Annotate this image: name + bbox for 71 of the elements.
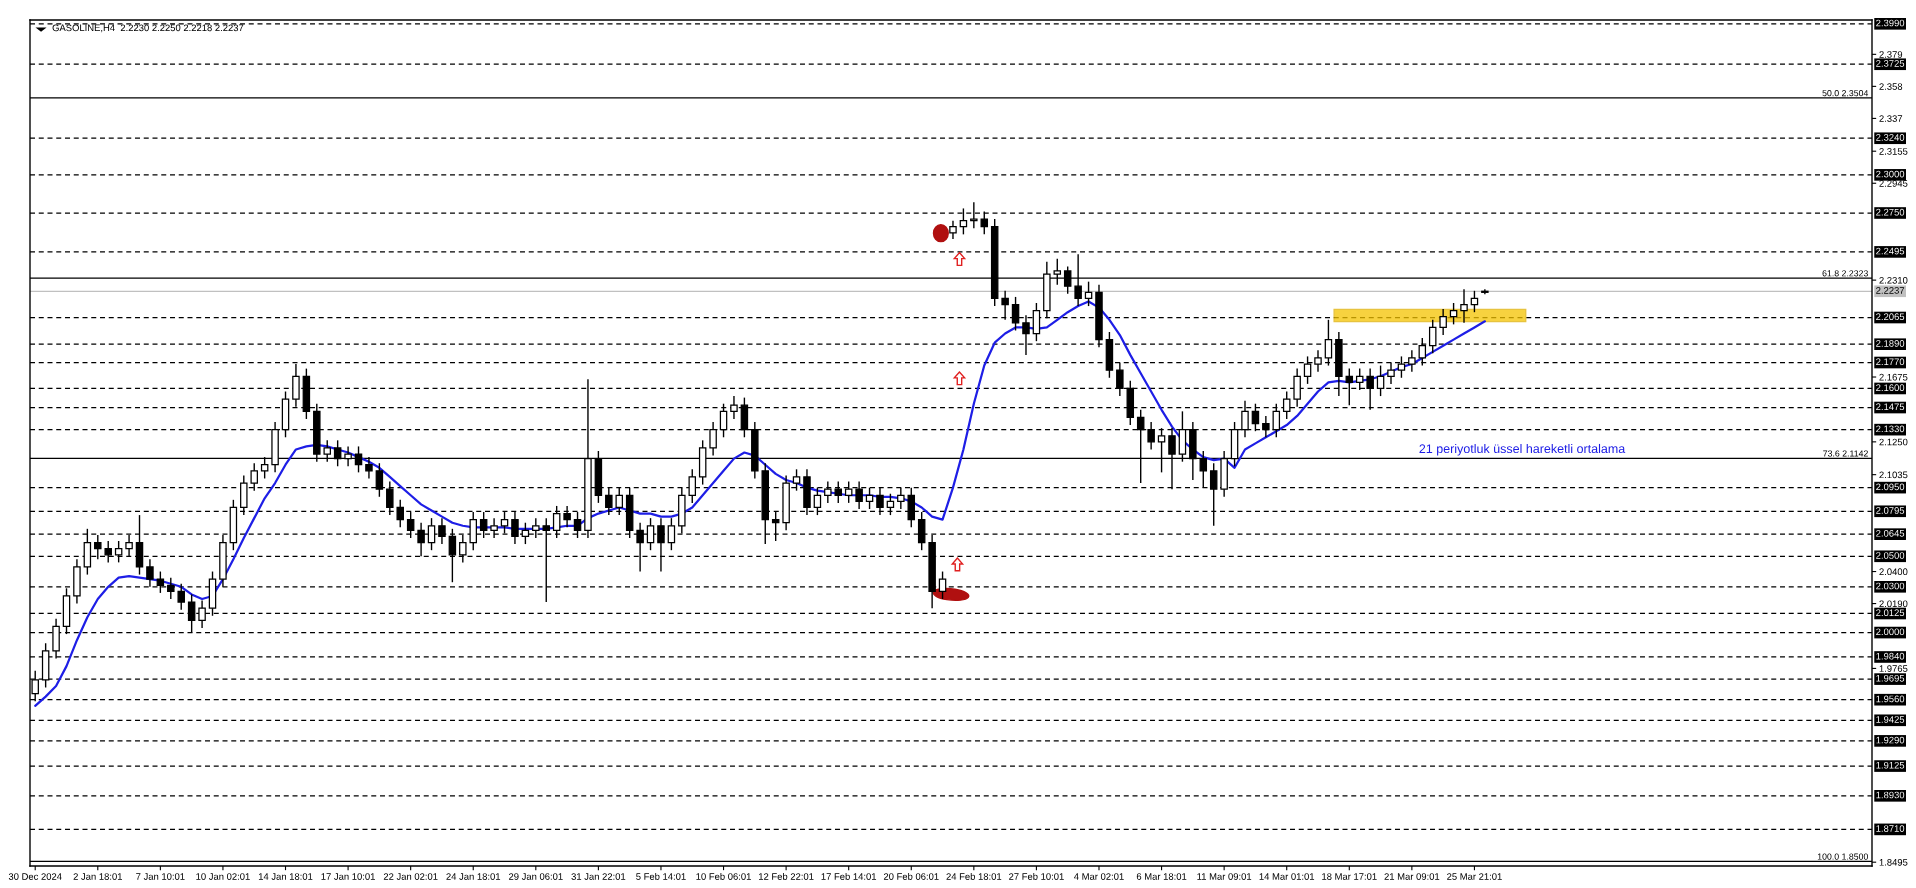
ref-line-label: 1.9290 xyxy=(1876,736,1905,744)
y-tick-label: 1.8495 xyxy=(1879,859,1908,866)
y-tick-label: 2.2310 xyxy=(1879,276,1908,284)
ref-line-label: 2.0000 xyxy=(1876,628,1905,636)
ref-line-label: 2.1600 xyxy=(1876,384,1905,391)
ref-line-label: 1.9560 xyxy=(1876,695,1905,703)
x-tick-label: 22 Jan 02:01 xyxy=(383,873,438,880)
ref-line-label: 2.3725 xyxy=(1876,60,1905,67)
x-tick-label: 24 Jan 18:01 xyxy=(446,873,501,880)
x-tick-label: 31 Jan 22:01 xyxy=(571,873,626,880)
ref-line-label: 2.2237 xyxy=(1876,287,1905,294)
y-tick-label: 2.0400 xyxy=(1879,568,1908,576)
ref-line-label: 61.8 2.2323 xyxy=(1822,270,1868,277)
x-tick-label: 5 Feb 14:01 xyxy=(636,872,686,880)
y-tick-label: 2.3155 xyxy=(1879,148,1908,155)
chart-title: GASOLINE,H4 2.2230 2.2250 2.2218 2.2237 xyxy=(52,24,244,33)
ref-line-label: 2.1890 xyxy=(1876,340,1905,347)
ref-line-label: 2.2750 xyxy=(1876,208,1905,216)
x-tick-label: 7 Jan 10:01 xyxy=(136,873,185,880)
ref-line-label: 100.0 1.8500 xyxy=(1817,853,1868,860)
ref-line-label: 2.1330 xyxy=(1876,425,1905,433)
y-tick-label: 2.358 xyxy=(1879,83,1903,90)
x-tick-label: 17 Feb 14:01 xyxy=(821,872,877,880)
y-tick-label: 2.0190 xyxy=(1879,600,1908,608)
ref-line-label: 2.3240 xyxy=(1876,134,1905,141)
y-tick-label: 1.9765 xyxy=(1879,665,1908,672)
ref-line-label: 73.6 2.1142 xyxy=(1823,450,1868,457)
x-tick-label: 14 Jan 18:01 xyxy=(258,873,313,880)
x-tick-label: 24 Feb 18:01 xyxy=(946,872,1002,880)
x-tick-label: 17 Jan 10:01 xyxy=(321,873,375,880)
x-tick-label: 25 Mar 21:01 xyxy=(1447,873,1502,880)
x-tick-label: 21 Mar 09:01 xyxy=(1384,873,1440,880)
ref-line-label: 2.0950 xyxy=(1876,483,1905,491)
x-tick-label: 4 Mar 02:01 xyxy=(1074,873,1124,880)
ref-line-label: 2.0795 xyxy=(1876,507,1905,514)
x-tick-label: 6 Mar 18:01 xyxy=(1136,873,1187,880)
x-tick-label: 18 Mar 17:01 xyxy=(1322,873,1377,880)
ref-line-label: 1.9695 xyxy=(1876,674,1905,682)
ref-line-label: 1.9840 xyxy=(1876,652,1905,660)
ref-line-label: 2.2495 xyxy=(1876,247,1905,255)
y-tick-label: 2.2945 xyxy=(1879,180,1908,187)
y-tick-label: 2.1250 xyxy=(1879,438,1908,446)
ref-line-label: 2.1770 xyxy=(1876,358,1905,366)
x-tick-label: 11 Mar 09:01 xyxy=(1197,873,1252,880)
y-tick-label: 2.337 xyxy=(1879,115,1903,122)
ref-line-label: 1.8710 xyxy=(1876,825,1905,832)
x-tick-label: 27 Feb 10:01 xyxy=(1009,872,1064,880)
ref-line-label: 50.0 2.3504 xyxy=(1822,90,1869,97)
x-tick-label: 14 Mar 01:01 xyxy=(1259,873,1315,880)
ref-line-label: 2.0500 xyxy=(1876,552,1905,559)
ref-line-label: 1.9425 xyxy=(1876,716,1905,723)
ref-line-label: 2.0645 xyxy=(1876,530,1905,537)
x-tick-label: 2 Jan 18:01 xyxy=(73,873,123,880)
ref-line-label: 2.0300 xyxy=(1876,582,1905,590)
x-tick-label: 29 Jan 06:01 xyxy=(508,873,563,880)
y-tick-label: 2.1035 xyxy=(1879,471,1908,479)
y-tick-label: 2.1675 xyxy=(1879,373,1908,381)
ref-line-label: 1.8930 xyxy=(1876,791,1905,799)
y-tick-label: 2.379 xyxy=(1879,51,1903,58)
x-tick-label: 10 Feb 06:01 xyxy=(696,872,751,880)
x-tick-label: 20 Feb 06:01 xyxy=(883,872,939,880)
ref-line-label: 2.0125 xyxy=(1876,609,1905,617)
x-tick-label: 10 Jan 02:01 xyxy=(196,873,250,880)
ref-line-label: 2.3990 xyxy=(1876,19,1905,27)
x-tick-label: 30 Dec 2024 xyxy=(8,873,62,880)
ref-line-label: 2.2065 xyxy=(1876,313,1905,321)
ref-line-label: 2.3000 xyxy=(1876,170,1905,178)
ref-line-label: 2.1475 xyxy=(1876,403,1905,411)
x-tick-label: 12 Feb 22:01 xyxy=(759,872,814,880)
text: 21 periyotluk üssel hareketli ortalama xyxy=(1419,443,1626,456)
ref-line-label: 1.9125 xyxy=(1876,761,1905,769)
